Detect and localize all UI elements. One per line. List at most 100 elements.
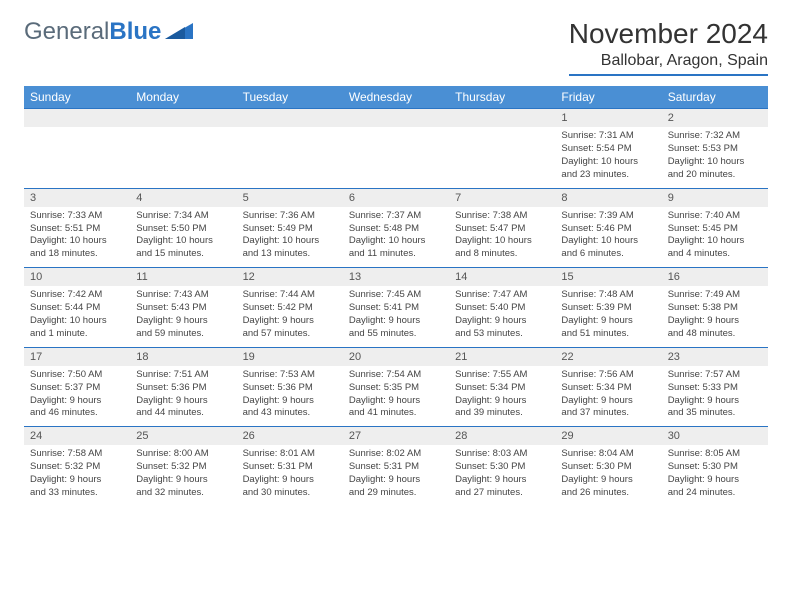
day-line: Sunset: 5:50 PM [136,223,230,236]
day-line: Daylight: 9 hours [243,474,337,487]
day-header-tuesday: Tuesday [237,86,343,109]
week-row: 10 Sunrise: 7:42 AMSunset: 5:44 PM Dayligh… [24,268,768,348]
day-number: 11 [130,268,236,286]
day-content: Sunrise: 7:37 AMSunset: 5:48 PMDaylight:… [343,207,449,267]
day-content: Sunrise: 7:45 AMSunset: 5:41 PMDaylight:… [343,286,449,346]
day-line: Sunset: 5:31 PM [243,461,337,474]
day-content: Sunrise: 7:58 AMSunset: 5:32 PMDaylight:… [24,445,130,505]
day-header-monday: Monday [130,86,236,109]
day-line: Sunrise: 8:00 AM [136,448,230,461]
day-line: Sunset: 5:44 PM [30,302,124,315]
day-number: 9 [662,189,768,207]
day-line: Daylight: 9 hours [30,474,124,487]
day-line: and 59 minutes. [136,328,230,341]
day-line: and 46 minutes. [30,407,124,420]
day-line: Sunset: 5:32 PM [30,461,124,474]
day-content: Sunrise: 7:38 AMSunset: 5:47 PMDaylight:… [449,207,555,267]
day-cell-23: 23Sunrise: 7:57 AMSunset: 5:33 PMDayligh… [662,347,768,427]
day-line: Sunrise: 7:37 AM [349,210,443,223]
day-line: Daylight: 10 hours [561,235,655,248]
week-row: 24Sunrise: 7:58 AMSunset: 5:32 PMDayligh… [24,427,768,506]
day-number: 27 [343,427,449,445]
day-line: Sunrise: 7:53 AM [243,369,337,382]
day-line: and 26 minutes. [561,487,655,500]
day-line: Sunrise: 7:58 AM [30,448,124,461]
day-number: 16 [662,268,768,286]
day-number [130,109,236,127]
month-title: November 2024 [569,18,768,50]
day-content: Sunrise: 7:57 AMSunset: 5:33 PMDaylight:… [662,366,768,426]
day-number: 7 [449,189,555,207]
day-content: Sunrise: 7:39 AMSunset: 5:46 PMDaylight:… [555,207,661,267]
day-line: Sunset: 5:36 PM [243,382,337,395]
day-line: and 43 minutes. [243,407,337,420]
day-line: Daylight: 9 hours [455,315,549,328]
day-content [237,127,343,136]
day-header-row: SundayMondayTuesdayWednesdayThursdayFrid… [24,86,768,109]
day-line: Sunset: 5:41 PM [349,302,443,315]
day-number: 20 [343,348,449,366]
day-cell-5: 5Sunrise: 7:36 AMSunset: 5:49 PMDaylight… [237,188,343,268]
day-line: Daylight: 9 hours [349,315,443,328]
day-line: Sunset: 5:43 PM [136,302,230,315]
day-content: Sunrise: 8:00 AMSunset: 5:32 PMDaylight:… [130,445,236,505]
day-number: 23 [662,348,768,366]
day-line: Sunset: 5:36 PM [136,382,230,395]
day-line: and 55 minutes. [349,328,443,341]
day-number: 10 [24,268,130,286]
day-line: Sunrise: 7:55 AM [455,369,549,382]
day-cell-26: 26Sunrise: 8:01 AMSunset: 5:31 PMDayligh… [237,427,343,506]
day-number [24,109,130,127]
day-line: Daylight: 9 hours [561,474,655,487]
day-line: Sunset: 5:45 PM [668,223,762,236]
day-line: and 48 minutes. [668,328,762,341]
day-line: Sunrise: 7:32 AM [668,130,762,143]
day-content: Sunrise: 7:55 AMSunset: 5:34 PMDaylight:… [449,366,555,426]
day-content: Sunrise: 7:48 AMSunset: 5:39 PMDaylight:… [555,286,661,346]
day-cell-22: 22Sunrise: 7:56 AMSunset: 5:34 PMDayligh… [555,347,661,427]
day-header-friday: Friday [555,86,661,109]
day-cell-8: 8Sunrise: 7:39 AMSunset: 5:46 PMDaylight… [555,188,661,268]
day-line: Sunrise: 7:56 AM [561,369,655,382]
day-cell-19: 19Sunrise: 7:53 AMSunset: 5:36 PMDayligh… [237,347,343,427]
day-content: Sunrise: 7:43 AMSunset: 5:43 PMDaylight:… [130,286,236,346]
day-line: Sunset: 5:47 PM [455,223,549,236]
day-header-sunday: Sunday [24,86,130,109]
day-line: Daylight: 9 hours [349,474,443,487]
day-line: and 11 minutes. [349,248,443,261]
empty-day-cell [24,109,130,189]
day-number: 1 [555,109,661,127]
day-line: Sunset: 5:46 PM [561,223,655,236]
day-content: Sunrise: 7:31 AMSunset: 5:54 PMDaylight:… [555,127,661,187]
day-line: and 41 minutes. [349,407,443,420]
day-content: Sunrise: 7:33 AMSunset: 5:51 PMDaylight:… [24,207,130,267]
day-line: Daylight: 9 hours [349,395,443,408]
day-line: Sunrise: 7:45 AM [349,289,443,302]
day-number: 28 [449,427,555,445]
day-line: Sunset: 5:48 PM [349,223,443,236]
day-line: Sunrise: 7:39 AM [561,210,655,223]
day-line: Sunrise: 7:54 AM [349,369,443,382]
day-line: Sunrise: 8:01 AM [243,448,337,461]
day-line: Daylight: 9 hours [243,395,337,408]
day-content: Sunrise: 7:51 AMSunset: 5:36 PMDaylight:… [130,366,236,426]
day-line: and 35 minutes. [668,407,762,420]
day-line: Daylight: 10 hours [668,235,762,248]
day-line: and 8 minutes. [455,248,549,261]
day-cell-25: 25Sunrise: 8:00 AMSunset: 5:32 PMDayligh… [130,427,236,506]
day-line: Daylight: 9 hours [455,395,549,408]
day-number: 18 [130,348,236,366]
day-cell-10: 10Sunrise: 7:42 AMSunset: 5:44 PMDayligh… [24,268,130,348]
day-line: and 18 minutes. [30,248,124,261]
day-line: Sunset: 5:31 PM [349,461,443,474]
day-line: Sunrise: 7:42 AM [30,289,124,302]
day-line: Sunset: 5:30 PM [455,461,549,474]
week-row: 1Sunrise: 7:31 AMSunset: 5:54 PMDaylight… [24,109,768,189]
day-line: and 27 minutes. [455,487,549,500]
day-line: and 6 minutes. [561,248,655,261]
day-line: Sunrise: 7:51 AM [136,369,230,382]
day-line: Sunrise: 7:44 AM [243,289,337,302]
day-cell-7: 7Sunrise: 7:38 AMSunset: 5:47 PMDaylight… [449,188,555,268]
day-line: Sunset: 5:34 PM [561,382,655,395]
day-number [449,109,555,127]
